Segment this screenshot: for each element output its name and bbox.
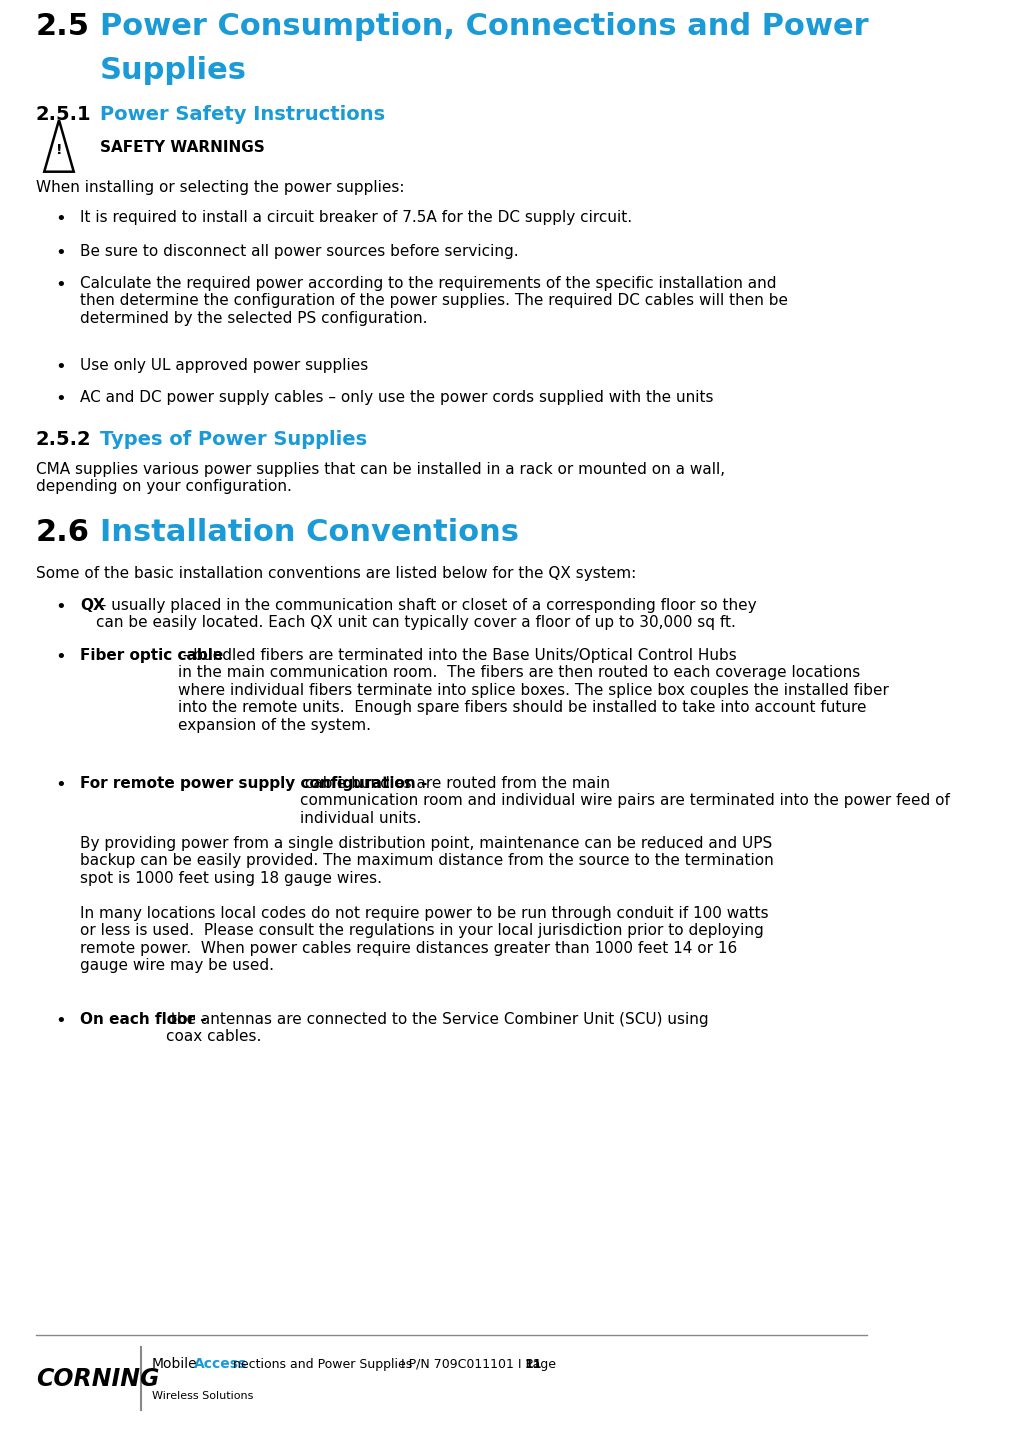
Text: Installation Conventions: Installation Conventions	[100, 518, 519, 547]
Text: When installing or selecting the power supplies:: When installing or selecting the power s…	[36, 180, 405, 195]
Text: the antennas are connected to the Service Combiner Unit (SCU) using
coax cables.: the antennas are connected to the Servic…	[166, 1012, 709, 1044]
Text: SAFETY WARNINGS: SAFETY WARNINGS	[100, 139, 265, 155]
Text: Power Safety Instructions: Power Safety Instructions	[100, 105, 385, 123]
Text: Calculate the required power according to the requirements of the specific insta: Calculate the required power according t…	[81, 276, 789, 326]
Text: 2.5.1: 2.5.1	[36, 105, 92, 123]
Text: CMA supplies various power supplies that can be installed in a rack or mounted o: CMA supplies various power supplies that…	[36, 462, 725, 494]
Text: On each floor -: On each floor -	[81, 1012, 207, 1027]
Text: •: •	[55, 391, 66, 408]
Text: Types of Power Supplies: Types of Power Supplies	[100, 429, 367, 449]
Text: Supplies: Supplies	[100, 56, 247, 85]
Text: By providing power from a single distribution point, maintenance can be reduced : By providing power from a single distrib…	[81, 836, 774, 886]
Text: •: •	[55, 358, 66, 376]
Text: Use only UL approved power supplies: Use only UL approved power supplies	[81, 358, 369, 373]
Text: •: •	[55, 244, 66, 261]
Text: QX: QX	[81, 597, 105, 613]
Text: For remote power supply configuration -: For remote power supply configuration -	[81, 775, 428, 791]
Text: In many locations local codes do not require power to be run through conduit if : In many locations local codes do not req…	[81, 906, 769, 974]
Text: CORNING: CORNING	[36, 1367, 159, 1390]
Text: •: •	[55, 648, 66, 666]
Text: I P/N 709C011101 I Page: I P/N 709C011101 I Page	[396, 1357, 559, 1371]
Text: 2.5.2: 2.5.2	[36, 429, 92, 449]
Text: It is required to install a circuit breaker of 7.5A for the DC supply circuit.: It is required to install a circuit brea…	[81, 210, 633, 225]
Text: Access: Access	[194, 1357, 248, 1371]
Text: •: •	[55, 775, 66, 794]
Text: Be sure to disconnect all power sources before servicing.: Be sure to disconnect all power sources …	[81, 244, 519, 258]
Text: 2.6: 2.6	[36, 518, 90, 547]
Text: 11: 11	[525, 1357, 542, 1371]
Text: Some of the basic installation conventions are listed below for the QX system:: Some of the basic installation conventio…	[36, 566, 636, 582]
Text: •: •	[55, 597, 66, 616]
Text: •: •	[55, 1012, 66, 1030]
Text: cable bundles are routed from the main
communication room and individual wire pa: cable bundles are routed from the main c…	[300, 775, 950, 826]
Text: •: •	[55, 276, 66, 294]
Text: - bundled fibers are terminated into the Base Units/Optical Control Hubs
in the : - bundled fibers are terminated into the…	[177, 648, 889, 732]
Text: - usually placed in the communication shaft or closet of a corresponding floor s: - usually placed in the communication sh…	[96, 597, 757, 630]
Text: AC and DC power supply cables – only use the power cords supplied with the units: AC and DC power supply cables – only use…	[81, 391, 714, 405]
Text: Power Consumption, Connections and Power: Power Consumption, Connections and Power	[100, 11, 869, 42]
Text: 2.5: 2.5	[36, 11, 90, 42]
Text: !: !	[56, 144, 62, 157]
Text: Fiber optic cable: Fiber optic cable	[81, 648, 224, 663]
Text: Wireless Solutions: Wireless Solutions	[152, 1391, 254, 1400]
Text: •: •	[55, 210, 66, 228]
Text: nections and Power Supplies: nections and Power Supplies	[233, 1357, 413, 1371]
Text: Mobile: Mobile	[152, 1357, 198, 1371]
